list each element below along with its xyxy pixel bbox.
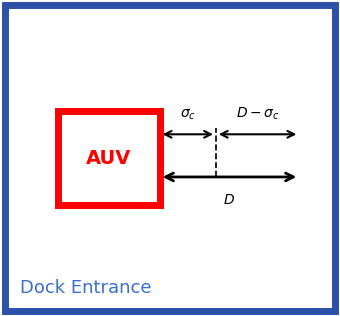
Text: $D - \sigma_c$: $D - \sigma_c$ — [236, 105, 279, 122]
Text: Dock Entrance: Dock Entrance — [20, 279, 152, 297]
Text: $\sigma_c$: $\sigma_c$ — [180, 107, 196, 122]
Text: $D$: $D$ — [223, 193, 236, 207]
Bar — [58, 111, 160, 205]
Text: AUV: AUV — [86, 149, 132, 167]
